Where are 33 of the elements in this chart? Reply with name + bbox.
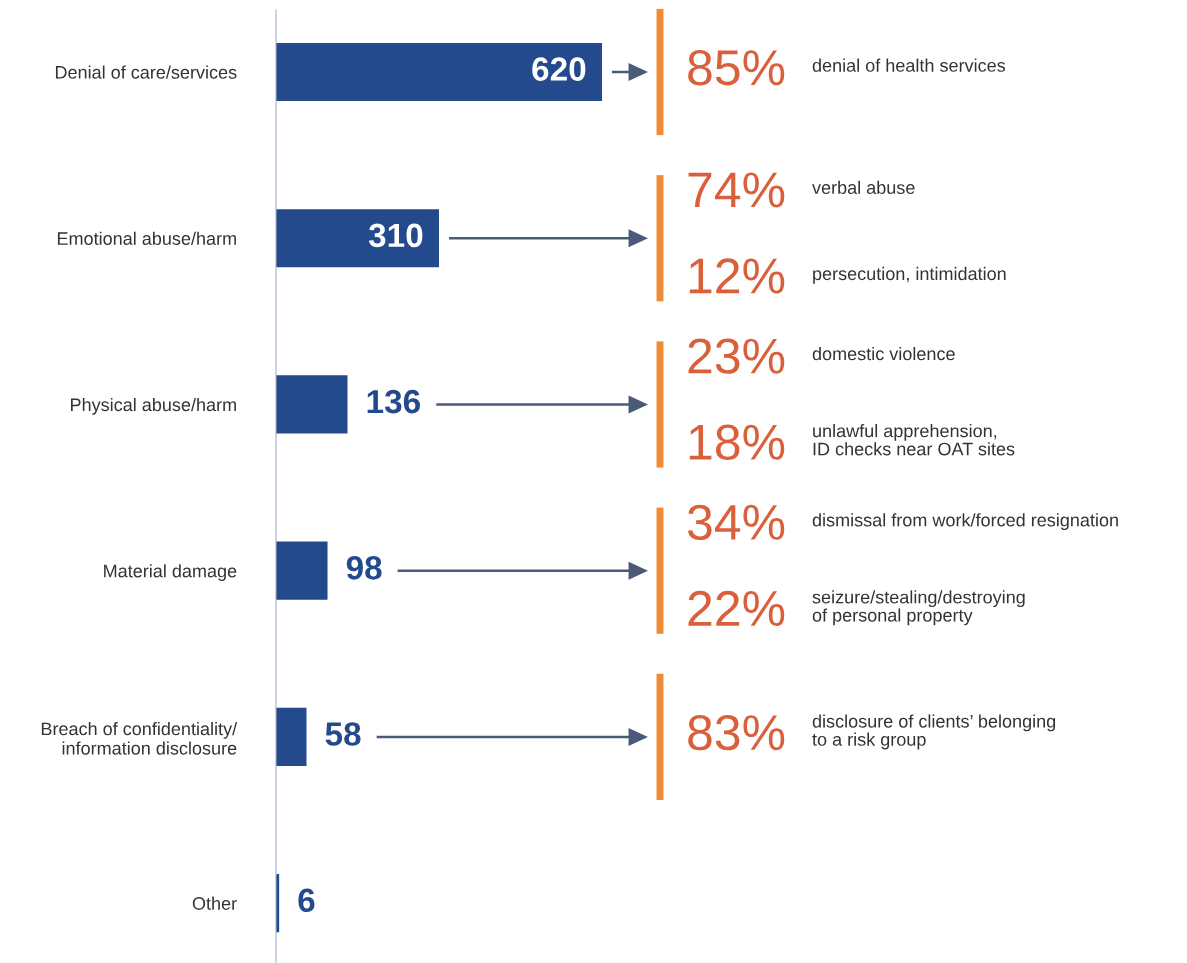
y-tick-label: Other	[192, 896, 237, 910]
text: 23%	[688, 338, 785, 374]
y-tick-label: Breach of confidentiality/ information disclosure	[41, 721, 238, 755]
bar	[276, 42, 602, 102]
data-label: 58	[325, 722, 361, 746]
text: domestic violence	[812, 346, 955, 361]
text: 85%	[688, 50, 785, 86]
y-tick-label: Physical abuse/harm	[71, 397, 236, 415]
text: disclosure of clients’ belonging to a risk group	[812, 714, 1056, 750]
data-label: 136	[367, 389, 420, 414]
data-label: 6	[298, 888, 315, 913]
text: verbal abuse	[812, 180, 915, 195]
text: 18%	[689, 424, 785, 460]
text: 34%	[687, 504, 785, 541]
y-tick-label: Denial of care/services	[55, 65, 237, 79]
y-tick-label: Material damage	[104, 564, 237, 581]
text: seizure/stealing/destroying of personal property	[812, 590, 1025, 626]
text: denial of health services	[812, 58, 1006, 72]
y-tick-label: Emotional abuse/harm	[57, 231, 236, 245]
data-label: 98	[346, 556, 382, 580]
data-label: 620	[532, 57, 586, 81]
text: 74%	[688, 172, 785, 208]
bar	[276, 375, 348, 434]
text: persecution, intimidation	[813, 266, 1006, 284]
text: 22%	[688, 590, 785, 626]
text: 12%	[689, 258, 785, 294]
text: unlawful apprehension, ID checks near OAT sites	[813, 424, 1015, 456]
bar	[276, 541, 328, 600]
bar	[276, 209, 439, 268]
bar	[276, 707, 307, 767]
data-label: 310	[368, 223, 423, 248]
text: 83%	[688, 714, 785, 751]
text: dismissal from work/forced resignation	[812, 513, 1118, 531]
